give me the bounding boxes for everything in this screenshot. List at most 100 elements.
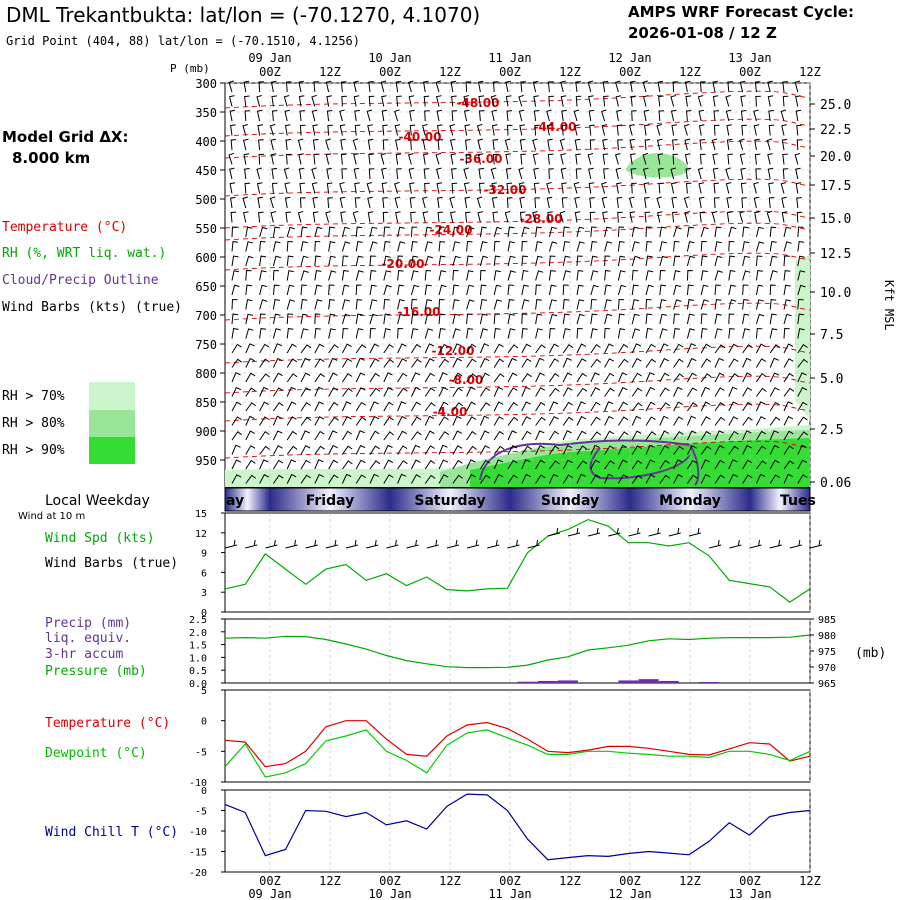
kft-tick-label: 22.5: [820, 123, 851, 138]
precip-panel-frame: [224, 618, 811, 684]
wind-barb: [631, 474, 643, 484]
wind-barb: [590, 416, 601, 426]
wind-barb: [728, 373, 739, 383]
wind-barb: [562, 270, 571, 281]
wind-barb: [355, 401, 366, 412]
wind-barb: [714, 474, 725, 484]
wind-barb: [755, 299, 764, 310]
kft-axis-label: Kft MSL: [882, 280, 896, 331]
wind-barb: [300, 445, 311, 455]
wind-barb: [327, 197, 333, 209]
wind-barb: [284, 196, 291, 209]
pressure-tick-label: 850: [195, 396, 217, 410]
temperature-contour: [224, 140, 811, 159]
weekday-cell: [750, 488, 810, 511]
wind-barb: [728, 445, 739, 455]
wind-barb: [272, 372, 283, 383]
wind-barb: [437, 211, 444, 223]
wind-barb: [383, 401, 394, 412]
wind-barb: [352, 210, 359, 223]
top-date-label: 13 Jan: [728, 51, 771, 65]
wind-barb: [314, 226, 323, 238]
wind-barb: [452, 415, 462, 426]
wind-barb: [259, 255, 267, 267]
precip-panel-ytick-label: 1.0: [189, 653, 207, 664]
wind-barb: [521, 328, 528, 339]
wind-barb: [700, 270, 708, 281]
wind-barb: [314, 401, 324, 412]
wind-barb: [424, 241, 433, 252]
wind-barb: [783, 445, 794, 455]
wind-barb: [712, 153, 718, 165]
wind-barb: [479, 459, 491, 470]
bottom-date-label: 09 Jan: [248, 887, 291, 900]
wind-barb: [353, 153, 359, 165]
precip-panel-ytick-label: 2.0: [189, 628, 207, 639]
wind-barb: [424, 460, 436, 470]
wind-barb: [548, 241, 558, 252]
kft-tick-label: 17.5: [820, 179, 851, 194]
wind-barb: [518, 167, 524, 180]
wind-barb: [604, 270, 611, 281]
wind-barb: [258, 81, 265, 93]
wind-barb: [410, 401, 421, 412]
wind-barb: [285, 153, 292, 165]
wind-barb: [546, 124, 553, 136]
temperature-contour: [224, 252, 811, 271]
wind-barb: [797, 431, 809, 441]
wind-barb: [466, 299, 475, 310]
wind-barb: [560, 95, 567, 107]
wind-barb: [518, 94, 524, 107]
wind-barb: [686, 343, 697, 354]
wind-barb: [395, 138, 401, 151]
wind-barb: [493, 343, 504, 354]
wind-barb: [424, 255, 434, 267]
legend-rh90: RH > 90%: [2, 443, 65, 458]
wind-barb: [272, 445, 283, 455]
wind-barb: [383, 313, 391, 325]
weekday-label: ay: [226, 493, 244, 509]
wind-barb: [438, 284, 447, 296]
wind-barb: [352, 138, 359, 151]
wind-barb: [673, 299, 682, 310]
pressure-tick-label: 900: [195, 425, 217, 439]
surface-wind-barb: [446, 539, 460, 549]
wind-barb: [657, 80, 664, 93]
wind-barb: [507, 328, 516, 339]
wind-barb: [742, 444, 752, 455]
legend-rh80: RH > 80%: [2, 416, 65, 431]
surface-wind-barb: [709, 539, 722, 549]
surface-wind-barb: [245, 539, 258, 549]
wind-barb: [728, 299, 737, 310]
wind-barb: [286, 386, 297, 397]
wind-barb: [355, 241, 363, 252]
wind-barb: [228, 152, 235, 165]
wind-barb: [755, 445, 767, 455]
wind-barb: [604, 255, 611, 267]
wind-barb: [590, 255, 598, 267]
wind-barb: [535, 284, 542, 296]
wind-barb: [576, 430, 587, 441]
wind-barb: [397, 401, 407, 412]
temperature-contour: [224, 403, 811, 422]
wind-barb: [340, 153, 347, 165]
wind-barb: [643, 109, 650, 122]
wind-barb: [617, 241, 625, 252]
wind-barb: [700, 459, 711, 470]
wind-barb: [769, 372, 780, 383]
wind-barb: [410, 343, 422, 354]
wind-barb: [604, 299, 612, 310]
wind-barb: [728, 416, 739, 426]
wind-barb: [783, 270, 791, 281]
wind-barb: [311, 167, 317, 180]
wind-barb: [645, 226, 652, 238]
wind-barb: [797, 328, 805, 339]
wind-barb: [742, 474, 753, 484]
wind-barb: [369, 327, 376, 339]
wind-barb: [795, 182, 802, 194]
wind-barb: [231, 284, 240, 296]
chart-title: DML Trekantbukta: lat/lon = (-70.1270, 4…: [6, 3, 480, 27]
wind-barb: [756, 460, 767, 470]
wind-barb: [452, 241, 461, 252]
